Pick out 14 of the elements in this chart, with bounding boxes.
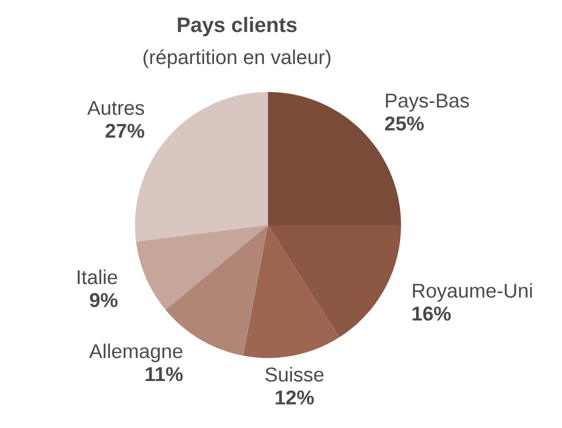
slice-label: Autres (87, 101, 144, 115)
slice-label: Royaume-Uni (413, 283, 532, 302)
data-label: 16% (412, 306, 451, 321)
slice-label: Italie (78, 270, 118, 284)
data-label: 11% (146, 367, 183, 382)
chart-subtitle: (répartition en valeur) (144, 49, 330, 68)
data-label: 27% (106, 124, 144, 138)
data-label: 9% (90, 293, 118, 308)
data-label: 12% (276, 390, 314, 405)
slice-label: Suisse (265, 367, 324, 382)
slice-label: Pays-Bas (386, 94, 469, 112)
data-label: 25% (385, 116, 424, 131)
slice-label: Allemagne (89, 344, 182, 362)
chart-title: Pays clients (178, 16, 297, 36)
